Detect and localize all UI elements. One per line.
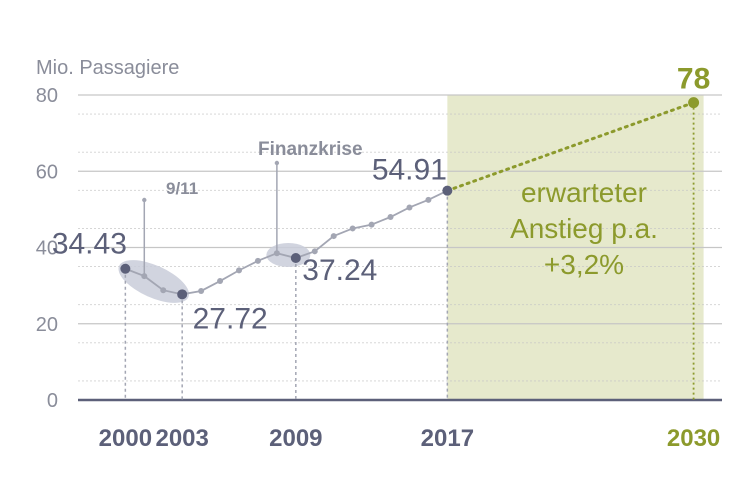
data-point-2008: [273, 250, 280, 257]
data-point-2016: [425, 196, 432, 203]
x-tick-label-2003: 2003: [155, 425, 208, 452]
highlight-layer: [118, 160, 311, 303]
data-label-2017: 54.91: [372, 154, 447, 187]
data-point-2030: [688, 97, 700, 109]
y-tick-label-20: 20: [36, 314, 58, 336]
data-point-2017: [442, 185, 453, 196]
y-tick-label-0: 0: [47, 390, 58, 412]
y-tick-label-60: 60: [36, 161, 58, 183]
data-point-2007: [254, 257, 261, 264]
data-point-2012: [349, 225, 356, 232]
data-point-2009: [290, 253, 301, 264]
data-point-layer: [120, 97, 700, 300]
y-axis-label: Mio. Passagiere: [36, 57, 179, 79]
series-line-forecast: [445, 101, 696, 193]
forecast-text-line-3: +3,2%: [544, 249, 624, 280]
data-point-2014: [387, 214, 394, 220]
data-point-2006: [236, 267, 242, 274]
data-point-2015: [406, 204, 413, 211]
data-label-2003: 27.72: [193, 302, 268, 335]
annotation-dot-finanzkrise: [274, 160, 280, 166]
forecast-text-line-1: erwarteter: [521, 177, 647, 208]
data-point-2011: [330, 233, 337, 240]
data-label-layer: 34.43 27.72 37.24 54.91 78: [52, 63, 710, 336]
annotation-dot-9-11: [142, 197, 147, 203]
data-point-2003: [177, 289, 188, 300]
drop-line-layer: [124, 102, 695, 400]
y-tick-label-40: 40: [36, 238, 58, 260]
forecast-text-line-2: Anstieg p.a.: [510, 213, 658, 244]
data-point-2004: [198, 287, 205, 294]
x-tick-label-layer: 2000 2003 2009 2017 2030: [99, 425, 721, 452]
data-point-2005: [217, 278, 224, 285]
data-label-2009: 37.24: [302, 254, 377, 287]
data-point-2002: [160, 287, 167, 294]
data-point-2013: [368, 221, 375, 228]
x-tick-label-2000: 2000: [99, 425, 152, 452]
data-label-2030: 78: [677, 63, 710, 96]
y-tick-label-layer: 0 20 40 60 80: [36, 85, 58, 412]
x-tick-label-2009: 2009: [269, 425, 322, 452]
annotation-finanzkrise: Finanzkrise: [258, 139, 363, 160]
data-point-2010: [311, 248, 318, 255]
grid-layer: [78, 94, 722, 402]
x-tick-label-2017: 2017: [421, 425, 474, 452]
annotation-9-11: 9/11: [166, 179, 198, 198]
data-point-2001: [141, 273, 148, 280]
data-label-2000: 34.43: [52, 228, 127, 261]
x-tick-label-2030: 2030: [667, 425, 720, 452]
data-point-2000: [120, 263, 131, 274]
y-tick-label-80: 80: [36, 85, 58, 107]
